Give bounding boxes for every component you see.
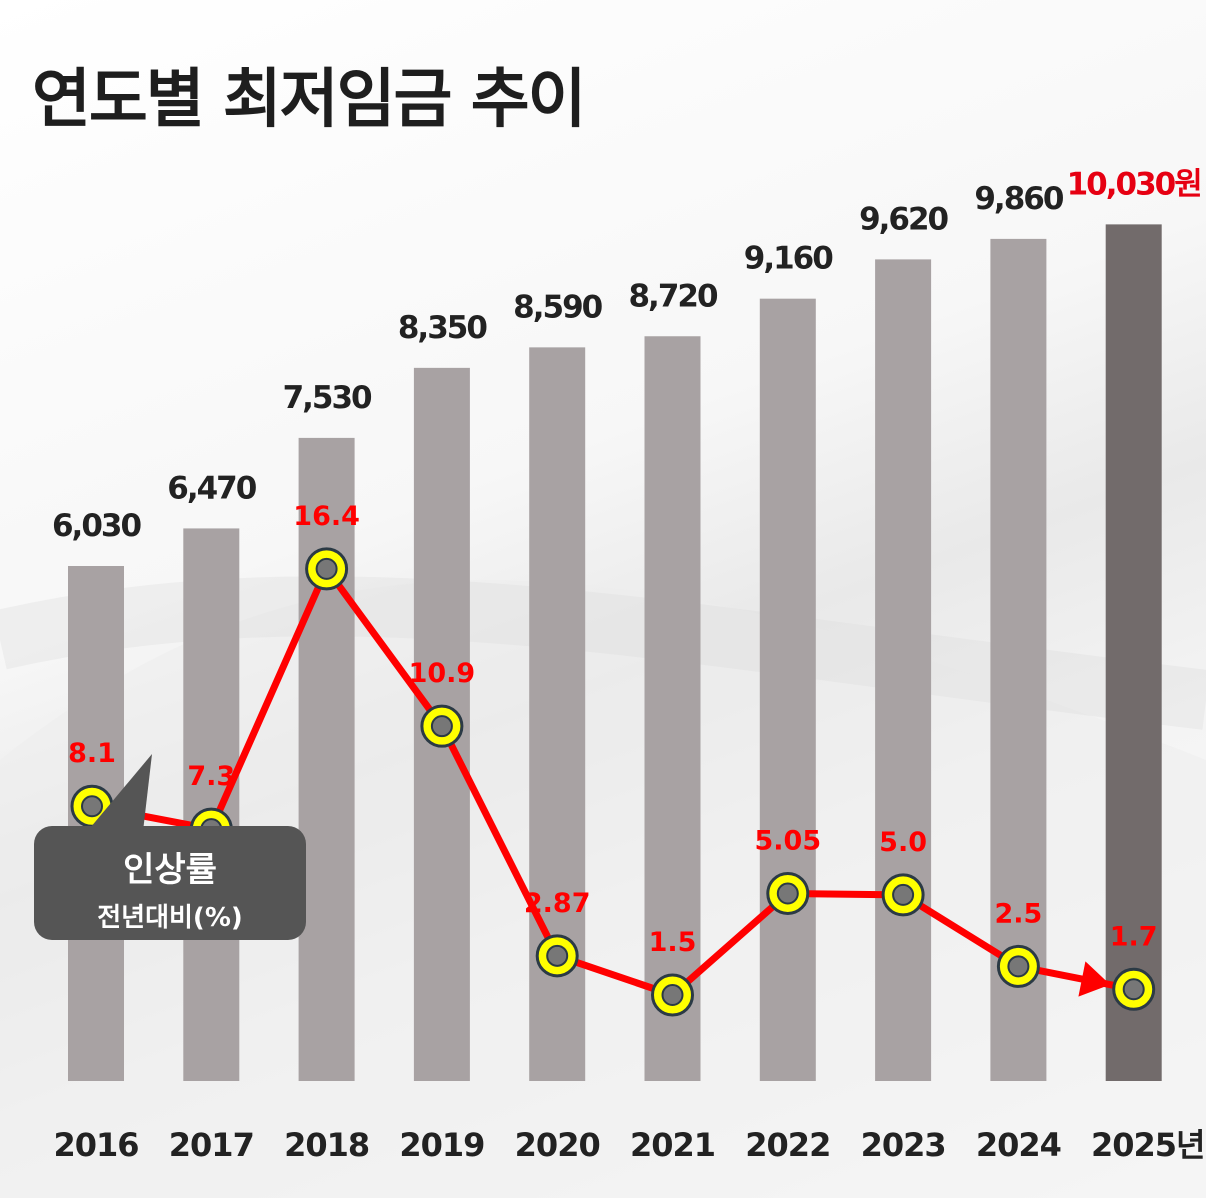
wage-bar [183,528,240,1081]
wage-bar [298,437,355,1082]
rate-label: 16.4 [293,501,360,532]
legend-pointer [80,754,152,840]
x-tick-label: 2024 [976,1126,1061,1164]
x-tick-label: 2021 [630,1126,715,1164]
wage-label: 6,030 [52,508,141,544]
wage-label: 8,350 [398,310,487,346]
wage-bar [759,298,816,1081]
rate-label: 7.3 [187,761,235,792]
x-tick-label: 2025년 [1091,1126,1205,1164]
x-tick-label: 2020 [515,1126,600,1164]
rate-label: 1.7 [1110,921,1158,952]
legend-subtitle: 전년대비(%) [97,903,243,933]
wage-label: 9,860 [974,181,1063,217]
wage-label: 9,160 [744,241,833,277]
wage-label: 8,590 [513,289,602,325]
rate-line-layer [91,565,1135,999]
x-tick-label: 2019 [399,1126,484,1164]
labels-layer: 6,030 2016 6,470 2017 7,530 2018 8,350 2019 8,59… [52,166,1205,1164]
rate-label: 1.5 [649,927,697,958]
bars-layer [68,224,1162,1082]
x-tick-label: 2022 [745,1126,830,1164]
rate-marker-center [1122,978,1145,1001]
wage-bar [644,336,701,1081]
rate-label: 8.1 [68,738,116,769]
wage-label: 8,720 [628,278,717,314]
rate-arrowhead [1078,961,1111,997]
rate-marker-center [776,882,799,905]
wage-label: 10,030원 [1067,166,1201,202]
legend-callout: 인상률 전년대비(%) [34,826,306,940]
rate-line [91,565,1135,999]
rate-marker-center [1007,955,1030,978]
x-tick-label: 2016 [53,1126,138,1164]
rate-marker-center [315,557,338,580]
rate-marker-center [430,715,453,738]
x-tick-label: 2018 [284,1126,369,1164]
rate-marker-center [81,795,103,818]
wage-bar [1105,224,1162,1082]
rate-marker-center [546,944,569,967]
rate-label: 5.0 [879,827,927,858]
rate-label: 5.05 [754,825,821,856]
wage-label: 6,470 [167,470,256,506]
rate-marker-center [661,984,684,1006]
chart-title: 연도별 최저임금 추이 [32,63,586,137]
wage-label: 7,530 [283,380,372,416]
rate-marker-center [892,883,915,906]
rate-label: 10.9 [409,658,476,689]
rate-label: 2.5 [994,898,1042,929]
rate-label: 2.87 [524,888,591,919]
x-tick-label: 2017 [169,1126,254,1164]
wage-bar [990,238,1047,1081]
legend-title: 인상률 [123,850,217,890]
x-tick-label: 2023 [861,1126,946,1164]
wage-bar [875,259,932,1082]
wage-label: 9,620 [859,201,948,237]
